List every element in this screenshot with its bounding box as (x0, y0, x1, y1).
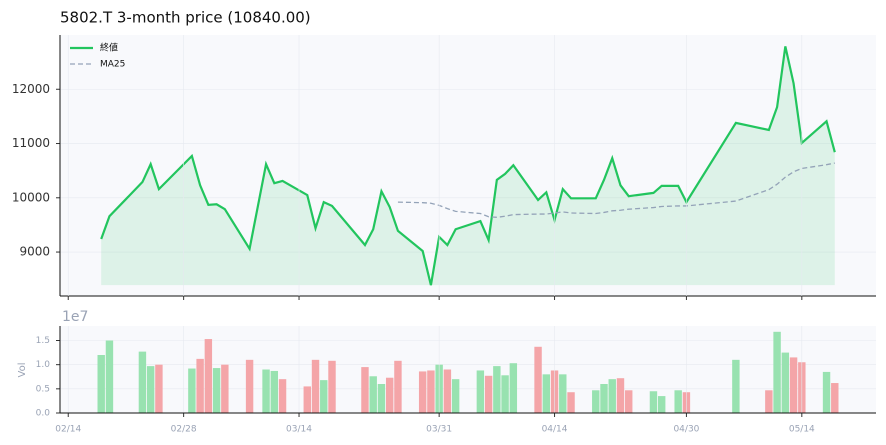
volume-bar (674, 390, 682, 413)
line (397, 162, 835, 218)
volume-bar (303, 386, 311, 413)
volume-bar (394, 360, 402, 413)
volume-bar (138, 351, 147, 413)
y-tick-label: 10000 (12, 190, 50, 204)
y-tick-label: 9000 (19, 245, 50, 259)
y-tick-label: 1.0 (36, 360, 51, 370)
volume-bar (418, 371, 427, 413)
volume-bar (105, 340, 114, 413)
volume-bar (789, 357, 798, 413)
x-tick-label: 02/14 (55, 425, 81, 435)
volume-bar (270, 370, 279, 413)
volume-bar (567, 392, 575, 413)
volume-bar (476, 370, 485, 413)
volume-bar (493, 366, 501, 413)
volume-bar (822, 371, 831, 413)
volume-panel (60, 326, 876, 413)
volume-bar (245, 359, 254, 413)
volume-bar (146, 366, 155, 413)
y-tick-label: 0.5 (36, 384, 50, 394)
volume-bar (649, 391, 658, 413)
volume-bar (451, 379, 460, 413)
y-axis-label: Vol (17, 363, 28, 378)
volume-bar (311, 359, 320, 413)
volume-bar (385, 377, 394, 413)
volume-bar (361, 367, 369, 413)
volume-bar (732, 359, 740, 413)
volume-bar (484, 375, 493, 413)
y-tick-label: 0.0 (36, 409, 51, 419)
volume-bar (196, 358, 204, 413)
x-tick-label: 04/14 (542, 425, 568, 435)
volume-bar (765, 390, 773, 413)
volume-bar (542, 374, 551, 413)
volume-bar (221, 364, 229, 413)
volume-bar (377, 384, 386, 413)
volume-bar (534, 346, 542, 413)
offset-label: 1e7 (62, 309, 88, 325)
legend-label: MA25 (100, 60, 125, 70)
y-tick-label: 1.5 (36, 336, 50, 346)
volume-bar (616, 378, 625, 413)
x-tick-label: 04/30 (673, 425, 699, 435)
area-fill (101, 46, 835, 286)
x-tick-label: 05/14 (789, 425, 815, 435)
volume-bar (320, 380, 328, 413)
volume-bar (262, 369, 270, 413)
volume-bar (608, 379, 616, 413)
volume-bar (204, 339, 213, 413)
y-tick-label: 11000 (12, 136, 50, 150)
volume-bar (559, 374, 567, 413)
volume-bar (328, 360, 336, 413)
volume-bar (427, 370, 435, 413)
volume-bar (212, 368, 221, 413)
x-tick-label: 03/31 (426, 425, 452, 435)
volume-bar (443, 369, 452, 413)
x-tick-label: 03/14 (286, 425, 312, 435)
line (100, 46, 836, 286)
volume-bar (625, 390, 633, 413)
volume-bar (831, 383, 839, 413)
x-tick-label: 02/28 (171, 425, 197, 435)
volume-bar (592, 390, 600, 413)
price-panel (60, 35, 876, 296)
volume-bar (97, 355, 105, 413)
volume-bar (155, 364, 163, 413)
volume-bar (657, 396, 666, 413)
volume-bar (781, 352, 790, 413)
volume-bar (278, 379, 287, 413)
volume-bar (501, 375, 509, 413)
volume-bar (509, 363, 518, 413)
y-tick-label: 12000 (12, 82, 50, 96)
volume-bar (773, 331, 781, 413)
volume-bar (600, 384, 608, 413)
volume-bar (188, 368, 196, 413)
legend-label: 終値 (100, 42, 118, 54)
volume-bar (369, 376, 377, 413)
chart-title: 5802.T 3-month price (10840.00) (60, 9, 311, 27)
